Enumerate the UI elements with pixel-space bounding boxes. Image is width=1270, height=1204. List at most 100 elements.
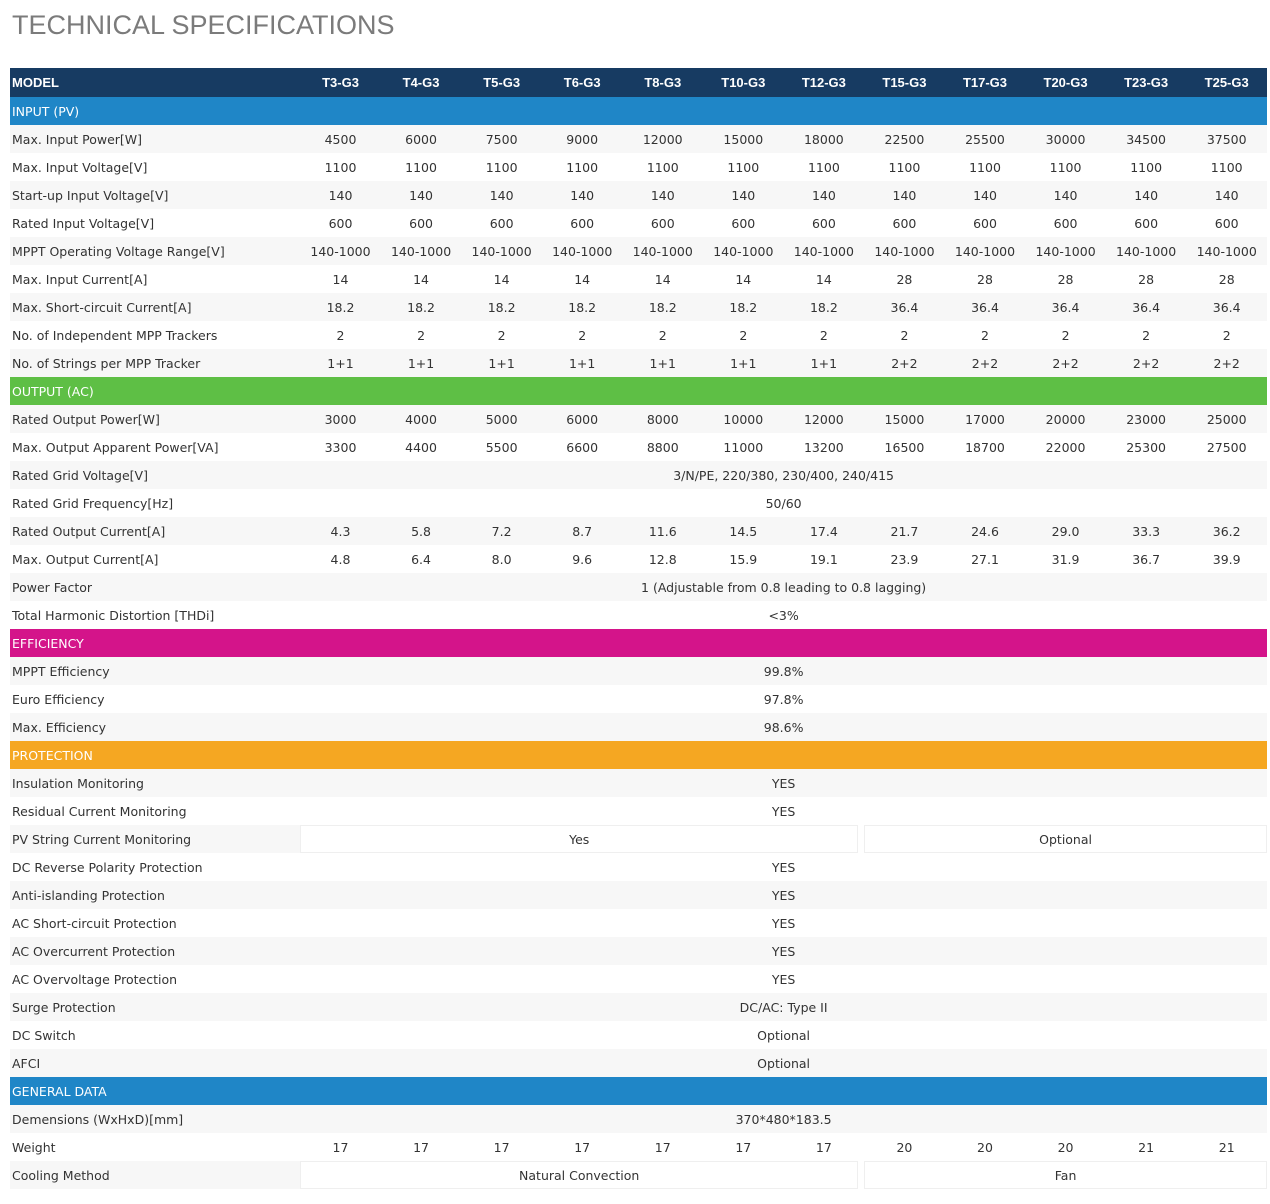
spec-value: 28 bbox=[944, 265, 1026, 293]
spec-value-merged: 370*480*183.5 bbox=[300, 1105, 1267, 1133]
spec-row: Rated Grid Frequency[Hz] 50/60 bbox=[10, 489, 1267, 517]
spec-value: 2 bbox=[1105, 321, 1187, 349]
model-label: MODEL bbox=[10, 68, 301, 97]
spec-row: Cooling Method Natural Convection Fan bbox=[10, 1161, 1267, 1189]
spec-value: 140 bbox=[944, 181, 1026, 209]
spec-value: 30000 bbox=[1025, 125, 1106, 153]
spec-row: AC Short-circuit Protection YES bbox=[10, 909, 1267, 937]
spec-value: 10000 bbox=[703, 405, 784, 433]
spec-label: No. of Strings per MPP Tracker bbox=[10, 349, 301, 377]
spec-row: No. of Strings per MPP Tracker 1+1 1+1 1+1 1… bbox=[10, 349, 1267, 377]
spec-value: 39.9 bbox=[1186, 545, 1267, 573]
spec-value: 600 bbox=[1025, 209, 1106, 237]
spec-value: 9000 bbox=[541, 125, 623, 153]
spec-value-merged: 50/60 bbox=[300, 489, 1267, 517]
spec-row: Max. Input Power[W] 4500 6000 7500 9000 12000… bbox=[10, 125, 1267, 153]
spec-value: 17 bbox=[783, 1133, 865, 1161]
spec-value: 140 bbox=[380, 181, 462, 209]
spec-row: Max. Output Current[A] 4.8 6.4 8.0 9.6 12.8 15… bbox=[10, 545, 1267, 573]
spec-row: Total Harmonic Distortion [THDi] <3% bbox=[10, 601, 1267, 629]
spec-value: 14 bbox=[541, 265, 623, 293]
section-title: OUTPUT (AC) bbox=[10, 377, 1267, 405]
model-header-cell: T5-G3 bbox=[461, 68, 542, 97]
spec-value: 3300 bbox=[300, 433, 381, 461]
spec-table: MODEL T3-G3 T4-G3 T5-G3 T6-G3 T8-G3 T10-G3 T12… bbox=[10, 68, 1267, 1189]
spec-value: 600 bbox=[783, 209, 865, 237]
spec-value-merged: YES bbox=[300, 909, 1267, 937]
spec-label: Euro Efficiency bbox=[10, 685, 301, 713]
spec-value: 17.4 bbox=[783, 517, 865, 545]
spec-label: Surge Protection bbox=[10, 993, 301, 1021]
spec-value: 18.2 bbox=[380, 293, 462, 321]
spec-row: Insulation Monitoring YES bbox=[10, 769, 1267, 797]
spec-value: 600 bbox=[380, 209, 462, 237]
spec-value: 20 bbox=[864, 1133, 945, 1161]
spec-value: 600 bbox=[703, 209, 784, 237]
spec-value: 14 bbox=[703, 265, 784, 293]
spec-label: Max. Input Voltage[V] bbox=[10, 153, 301, 181]
spec-label: Max. Input Power[W] bbox=[10, 125, 301, 153]
spec-value: 2 bbox=[541, 321, 623, 349]
spec-value: 140 bbox=[622, 181, 704, 209]
spec-value: 140-1000 bbox=[703, 237, 784, 265]
spec-value: 2 bbox=[622, 321, 704, 349]
spec-value: 140 bbox=[461, 181, 542, 209]
spec-value-merged: 97.8% bbox=[300, 685, 1267, 713]
spec-row: Max. Input Current[A] 14 14 14 14 14 14 14 28 28 2… bbox=[10, 265, 1267, 293]
spec-row: Max. Short-circuit Current[A] 18.2 18.2 18.… bbox=[10, 293, 1267, 321]
spec-value: 4400 bbox=[380, 433, 462, 461]
spec-value: 5500 bbox=[461, 433, 542, 461]
spec-label: Start-up Input Voltage[V] bbox=[10, 181, 301, 209]
spec-value: 19.1 bbox=[783, 545, 865, 573]
spec-row: Start-up Input Voltage[V] 140 140 140 140 140… bbox=[10, 181, 1267, 209]
spec-value: 25500 bbox=[944, 125, 1026, 153]
model-header-cell: T3-G3 bbox=[300, 68, 381, 97]
spec-value: 140 bbox=[300, 181, 381, 209]
spec-value: 34500 bbox=[1105, 125, 1187, 153]
spec-value: 1100 bbox=[864, 153, 945, 181]
spec-value: 20 bbox=[944, 1133, 1026, 1161]
spec-value: 13200 bbox=[783, 433, 865, 461]
spec-value: 12000 bbox=[622, 125, 704, 153]
model-header-cell: T20-G3 bbox=[1025, 68, 1106, 97]
spec-label: DC Reverse Polarity Protection bbox=[10, 853, 301, 881]
spec-row: Rated Input Voltage[V] 600 600 600 600 600 600… bbox=[10, 209, 1267, 237]
spec-label: Weight bbox=[10, 1133, 301, 1161]
spec-value: 21.7 bbox=[864, 517, 945, 545]
spec-value: 2 bbox=[1186, 321, 1267, 349]
spec-value: 8000 bbox=[622, 405, 704, 433]
spec-value: 14.5 bbox=[703, 517, 784, 545]
spec-value: 2 bbox=[380, 321, 462, 349]
spec-label: Cooling Method bbox=[10, 1161, 301, 1189]
spec-value-merged: YES bbox=[300, 797, 1267, 825]
spec-value: 1100 bbox=[541, 153, 623, 181]
spec-value-group-right: Fan bbox=[864, 1161, 1267, 1189]
model-header-cell: T8-G3 bbox=[622, 68, 704, 97]
spec-value: 600 bbox=[1186, 209, 1267, 237]
spec-row: MPPT Efficiency 99.8% bbox=[10, 657, 1267, 685]
page-title: TECHNICAL SPECIFICATIONS bbox=[12, 10, 395, 40]
spec-value: 5000 bbox=[461, 405, 542, 433]
spec-value: 2 bbox=[783, 321, 865, 349]
spec-value: 15000 bbox=[864, 405, 945, 433]
spec-label: DC Switch bbox=[10, 1021, 301, 1049]
spec-value: 140-1000 bbox=[622, 237, 704, 265]
spec-value: 12.8 bbox=[622, 545, 704, 573]
spec-value: 1100 bbox=[703, 153, 784, 181]
spec-value: 23.9 bbox=[864, 545, 945, 573]
spec-value-merged: YES bbox=[300, 937, 1267, 965]
section-header-row: GENERAL DATA bbox=[10, 1077, 1267, 1105]
spec-value: 9.6 bbox=[541, 545, 623, 573]
spec-value: 2 bbox=[864, 321, 945, 349]
spec-label: Rated Output Current[A] bbox=[10, 517, 301, 545]
spec-label: Anti-islanding Protection bbox=[10, 881, 301, 909]
spec-value: 14 bbox=[461, 265, 542, 293]
spec-value: 16500 bbox=[864, 433, 945, 461]
spec-value: 17 bbox=[380, 1133, 462, 1161]
section-header-row: OUTPUT (AC) bbox=[10, 377, 1267, 405]
spec-value: 36.4 bbox=[1025, 293, 1106, 321]
spec-row: Anti-islanding Protection YES bbox=[10, 881, 1267, 909]
spec-value: 18.2 bbox=[622, 293, 704, 321]
spec-row: Max. Output Apparent Power[VA] 3300 4400 55… bbox=[10, 433, 1267, 461]
spec-value: 15.9 bbox=[703, 545, 784, 573]
